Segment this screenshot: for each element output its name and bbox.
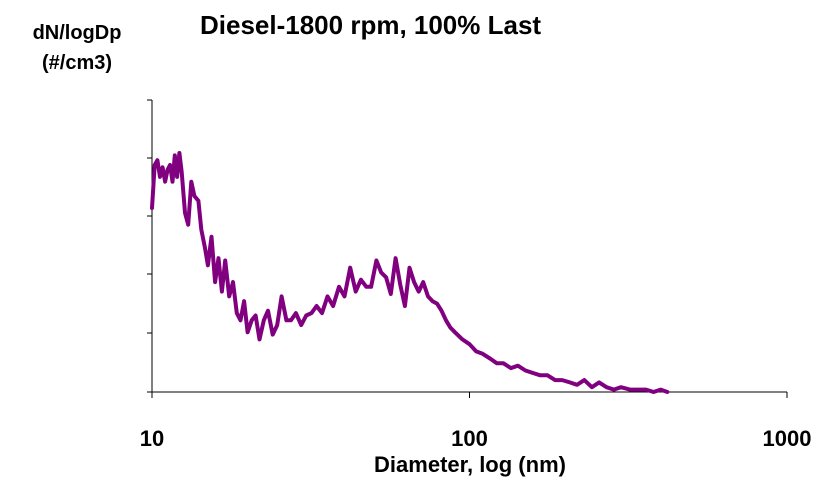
- series-layer: [150, 151, 670, 394]
- x-axis-label: Diameter, log (nm): [374, 452, 566, 477]
- x-tick-label: 100: [451, 426, 488, 451]
- y-axis-label-line2: (#/cm3): [41, 52, 113, 74]
- x-tick-label: 1000: [763, 426, 812, 451]
- chart-title: Diesel-1800 rpm, 100% Last: [200, 10, 542, 40]
- axes: [147, 99, 788, 398]
- y-axis-label: dN/logDp (#/cm3): [0, 18, 154, 78]
- x-tick-label: 10: [140, 426, 164, 451]
- series-line: [150, 151, 670, 394]
- y-axis-label-line1: dN/logDp: [32, 22, 122, 44]
- x-tick-labels: 10 100 1000: [140, 426, 812, 451]
